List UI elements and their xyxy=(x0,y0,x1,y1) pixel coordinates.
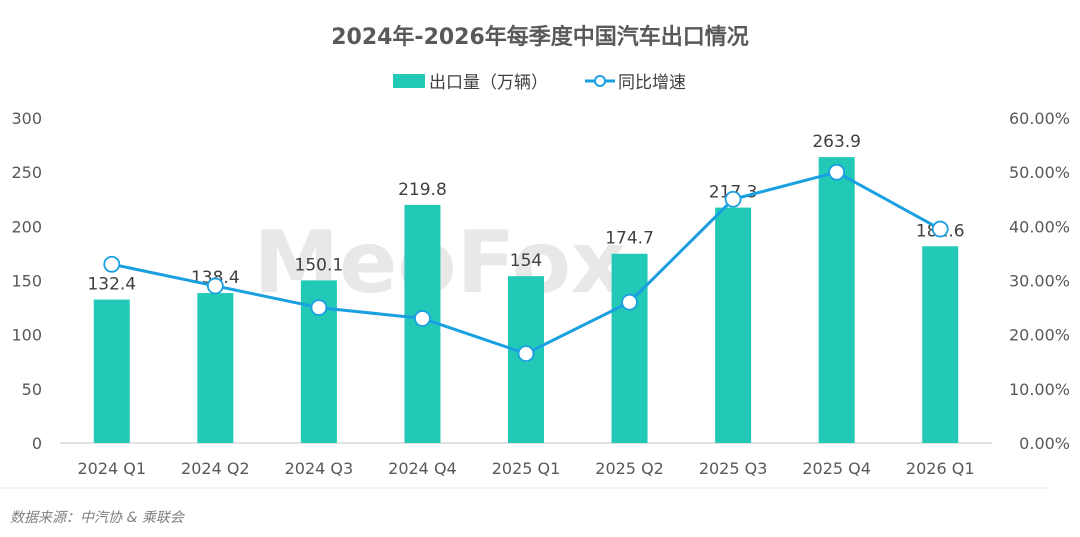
x-category-label: 2026 Q1 xyxy=(906,459,975,478)
y-right-tick-label: 0.00% xyxy=(1019,434,1070,453)
bar-value-label: 154 xyxy=(510,251,542,271)
chart-title: 2024年-2026年每季度中国汽车出口情况 xyxy=(331,24,749,50)
legend: 出口量（万辆） 同比增速 xyxy=(393,73,686,93)
y-left-tick-label: 250 xyxy=(11,163,42,182)
x-category-label: 2024 Q3 xyxy=(285,459,354,478)
legend-line-label: 同比增速 xyxy=(618,73,686,93)
bar xyxy=(197,293,234,443)
category-labels: 2024 Q1 2024 Q2 2024 Q3 2024 Q4 2025 Q1 2025 … xyxy=(77,459,974,478)
line-series xyxy=(103,163,949,363)
line-point xyxy=(103,255,121,273)
bar xyxy=(93,299,130,443)
source-note: 数据来源：中汽协 & 乘联会 xyxy=(10,510,186,526)
line-point xyxy=(414,310,431,327)
y-right-tick-label: 10.00% xyxy=(1009,380,1070,399)
bar xyxy=(611,253,648,443)
bar xyxy=(818,157,855,443)
y-left-tick-label: 150 xyxy=(11,272,42,291)
x-category-label: 2024 Q4 xyxy=(388,459,457,478)
right-axis: 0.00% 10.00% 20.00% 30.00% 40.00% 50.00% 60.00… xyxy=(1009,109,1070,453)
left-axis: 0 50 100 150 200 250 300 xyxy=(11,109,42,453)
y-left-tick-label: 50 xyxy=(22,380,42,399)
x-category-label: 2025 Q4 xyxy=(802,459,871,478)
y-left-tick-label: 300 xyxy=(11,109,42,128)
y-right-tick-label: 60.00% xyxy=(1009,109,1070,128)
y-right-tick-label: 30.00% xyxy=(1009,272,1070,291)
bar xyxy=(715,207,752,443)
line-point xyxy=(310,299,328,316)
y-right-tick-label: 50.00% xyxy=(1009,163,1070,182)
y-right-tick-label: 20.00% xyxy=(1009,326,1070,345)
x-category-label: 2024 Q2 xyxy=(181,459,250,478)
bar-value-label: 132.4 xyxy=(87,275,136,295)
bar-value-label: 263.9 xyxy=(812,132,861,152)
y-left-tick-label: 0 xyxy=(32,434,42,453)
bar xyxy=(922,246,959,443)
bar-value-label: 174.7 xyxy=(605,229,654,249)
bar-data-labels: 132.4138.4150.1219.8154174.7217.3263.918… xyxy=(87,132,964,294)
x-category-label: 2025 Q3 xyxy=(699,459,768,478)
line-point xyxy=(828,163,846,181)
y-left-tick-label: 200 xyxy=(11,217,42,236)
legend-bar-label: 出口量（万辆） xyxy=(429,73,548,93)
x-category-label: 2025 Q2 xyxy=(595,459,664,478)
x-category-label: 2024 Q1 xyxy=(77,459,146,478)
y-left-tick-label: 100 xyxy=(11,326,42,345)
bar-value-label: 150.1 xyxy=(295,255,344,275)
line-point xyxy=(206,277,224,295)
bar-value-label: 219.8 xyxy=(398,180,447,200)
y-right-tick-label: 40.00% xyxy=(1009,217,1070,236)
bar-series xyxy=(93,157,959,443)
line-point xyxy=(621,293,638,311)
legend-bar-swatch xyxy=(393,74,425,88)
line-point xyxy=(724,190,742,208)
line-point xyxy=(931,220,949,238)
legend-line-marker xyxy=(594,75,606,87)
x-category-label: 2025 Q1 xyxy=(492,459,561,478)
line-point xyxy=(517,345,535,363)
